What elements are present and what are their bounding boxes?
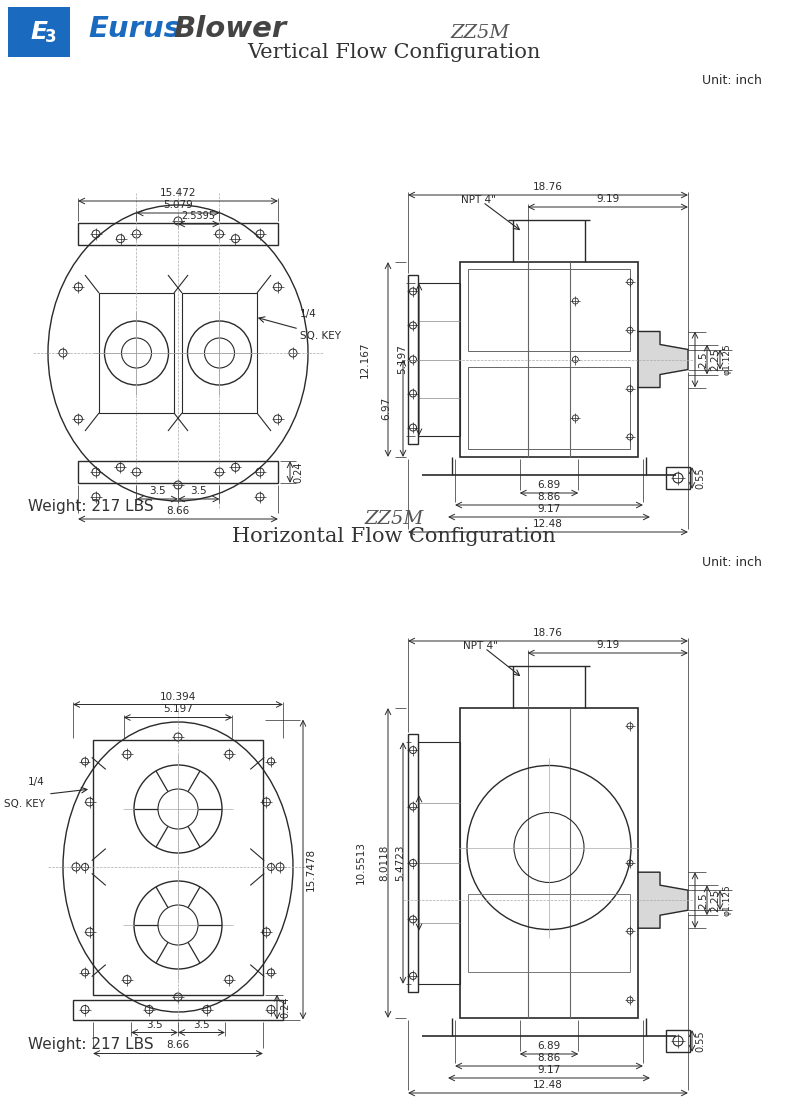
- Text: φ1.125: φ1.125: [723, 343, 732, 376]
- Text: 12.167: 12.167: [360, 341, 370, 378]
- Text: NPT 4": NPT 4": [461, 195, 495, 205]
- Bar: [666, 1030, 690, 1051]
- Text: 2.5: 2.5: [698, 351, 708, 368]
- Text: 2.25: 2.25: [710, 348, 720, 371]
- Text: Vertical Flow Configuration: Vertical Flow Configuration: [247, 43, 540, 62]
- Text: Weight: 217 LBS: Weight: 217 LBS: [28, 500, 154, 514]
- Text: 1/4: 1/4: [300, 309, 316, 319]
- Text: 8.66: 8.66: [166, 1040, 189, 1050]
- Bar: [460, 262, 638, 457]
- Text: Unit: inch: Unit: inch: [702, 556, 762, 570]
- Text: 18.76: 18.76: [533, 628, 563, 638]
- Text: 3.5: 3.5: [149, 486, 166, 496]
- Text: φ1.125: φ1.125: [723, 884, 732, 917]
- Bar: [666, 467, 690, 489]
- Text: ZZ5M: ZZ5M: [365, 510, 424, 529]
- Text: 9.17: 9.17: [537, 504, 561, 514]
- Bar: [408, 275, 418, 444]
- Text: 8.86: 8.86: [537, 492, 561, 502]
- Text: 0.24: 0.24: [280, 996, 290, 1018]
- Polygon shape: [638, 331, 688, 388]
- Text: 8.66: 8.66: [166, 506, 189, 516]
- Bar: [418, 283, 460, 436]
- Text: Horizontal Flow Configuration: Horizontal Flow Configuration: [232, 527, 556, 546]
- Bar: [8, 7, 70, 57]
- Text: 9.17: 9.17: [537, 1065, 561, 1075]
- Text: 8.86: 8.86: [537, 1053, 561, 1063]
- Text: Eurus: Eurus: [88, 14, 181, 43]
- Text: 15.7478: 15.7478: [306, 847, 316, 891]
- Text: 5.4723: 5.4723: [395, 845, 405, 881]
- Text: 0.24: 0.24: [293, 462, 303, 483]
- Text: 3.5: 3.5: [146, 1019, 163, 1029]
- Bar: [468, 269, 630, 350]
- Text: 6.89: 6.89: [537, 1041, 561, 1051]
- Text: 9.19: 9.19: [596, 194, 619, 204]
- Text: 5.079: 5.079: [163, 200, 193, 210]
- Text: SQ. KEY: SQ. KEY: [300, 331, 341, 341]
- Text: Blower: Blower: [173, 14, 286, 43]
- Text: 10.394: 10.394: [160, 691, 196, 701]
- Text: 3.5: 3.5: [190, 486, 207, 496]
- Text: 3.5: 3.5: [193, 1019, 210, 1029]
- Text: NPT 4": NPT 4": [462, 641, 498, 651]
- Bar: [73, 999, 283, 1019]
- Text: 9.19: 9.19: [596, 640, 619, 650]
- Bar: [99, 293, 174, 413]
- Text: E: E: [31, 20, 47, 43]
- Text: 15.472: 15.472: [159, 188, 196, 198]
- Text: 5.197: 5.197: [163, 705, 193, 715]
- Text: 2.5: 2.5: [698, 892, 708, 909]
- Bar: [460, 708, 638, 1018]
- Text: 12.48: 12.48: [533, 518, 563, 529]
- Text: 0.55: 0.55: [695, 467, 705, 488]
- Text: 18.76: 18.76: [533, 182, 563, 192]
- Bar: [408, 734, 418, 992]
- Text: Weight: 217 LBS: Weight: 217 LBS: [28, 1037, 154, 1053]
- Text: 2.25: 2.25: [710, 889, 720, 912]
- Text: 3: 3: [45, 28, 57, 46]
- Bar: [418, 743, 460, 983]
- Bar: [78, 223, 278, 245]
- Text: 12.48: 12.48: [533, 1080, 563, 1090]
- Polygon shape: [638, 872, 688, 928]
- Text: 6.97: 6.97: [381, 397, 391, 420]
- Bar: [93, 739, 263, 995]
- Text: 0.55: 0.55: [695, 1030, 705, 1051]
- Bar: [468, 367, 630, 449]
- Bar: [78, 460, 278, 483]
- Text: SQ. KEY: SQ. KEY: [4, 799, 45, 809]
- Bar: [468, 894, 630, 971]
- Text: 10.5513: 10.5513: [356, 842, 366, 884]
- Text: 8.0118: 8.0118: [379, 845, 389, 881]
- Text: Unit: inch: Unit: inch: [702, 74, 762, 87]
- Text: 6.89: 6.89: [537, 479, 561, 489]
- Bar: [182, 293, 257, 413]
- Text: 2.5395: 2.5395: [181, 211, 215, 221]
- Text: ZZ5M: ZZ5M: [451, 25, 510, 42]
- Text: 1/4: 1/4: [28, 777, 45, 787]
- Text: 5.197: 5.197: [397, 345, 407, 375]
